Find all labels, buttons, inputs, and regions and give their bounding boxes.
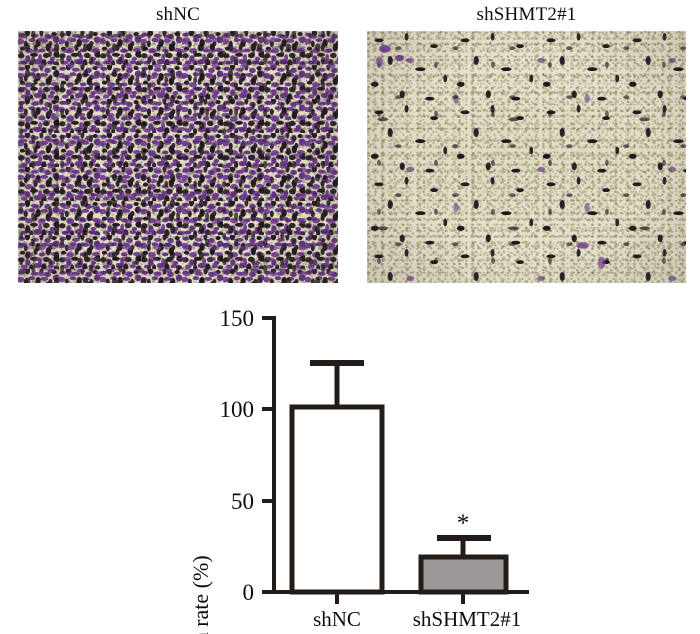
y-tick-label-0: 0 xyxy=(243,580,255,605)
significance-asterisk: * xyxy=(457,510,470,537)
stained-cells-layer-2 xyxy=(18,31,338,283)
y-axis-ticks xyxy=(262,316,276,594)
vignette-overlay xyxy=(367,31,686,283)
stained-cells-layer-3 xyxy=(367,31,686,283)
x-category-label-shnc: shNC xyxy=(313,607,361,631)
y-tick-label-150: 150 xyxy=(220,306,255,331)
violet-cell-cluster-b xyxy=(557,231,621,279)
panel-title-shnc: shNC xyxy=(155,4,201,25)
bar-chart: Cell migration rate (%) 150 100 50 0 xyxy=(0,295,700,634)
bar-shshmt2 xyxy=(418,554,509,595)
stained-cells-layer-3 xyxy=(18,31,338,283)
panel-title-shshmt2: shSHMT2#1 xyxy=(476,4,577,25)
x-category-label-shshmt2: shSHMT2#1 xyxy=(413,607,522,631)
micrograph-shshmt2 xyxy=(367,31,686,283)
y-tick-label-100: 100 xyxy=(220,397,255,422)
vignette-overlay xyxy=(18,31,338,283)
x-axis-ticks xyxy=(335,592,465,604)
bar-shnc xyxy=(289,404,385,595)
y-axis-label: Cell migration rate (%) xyxy=(188,555,213,634)
micrograph-shnc xyxy=(18,31,338,283)
violet-cell-cluster-a xyxy=(371,37,417,71)
bar-chart-svg: Cell migration rate (%) 150 100 50 0 xyxy=(188,306,529,634)
y-tick-label-50: 50 xyxy=(231,489,254,514)
